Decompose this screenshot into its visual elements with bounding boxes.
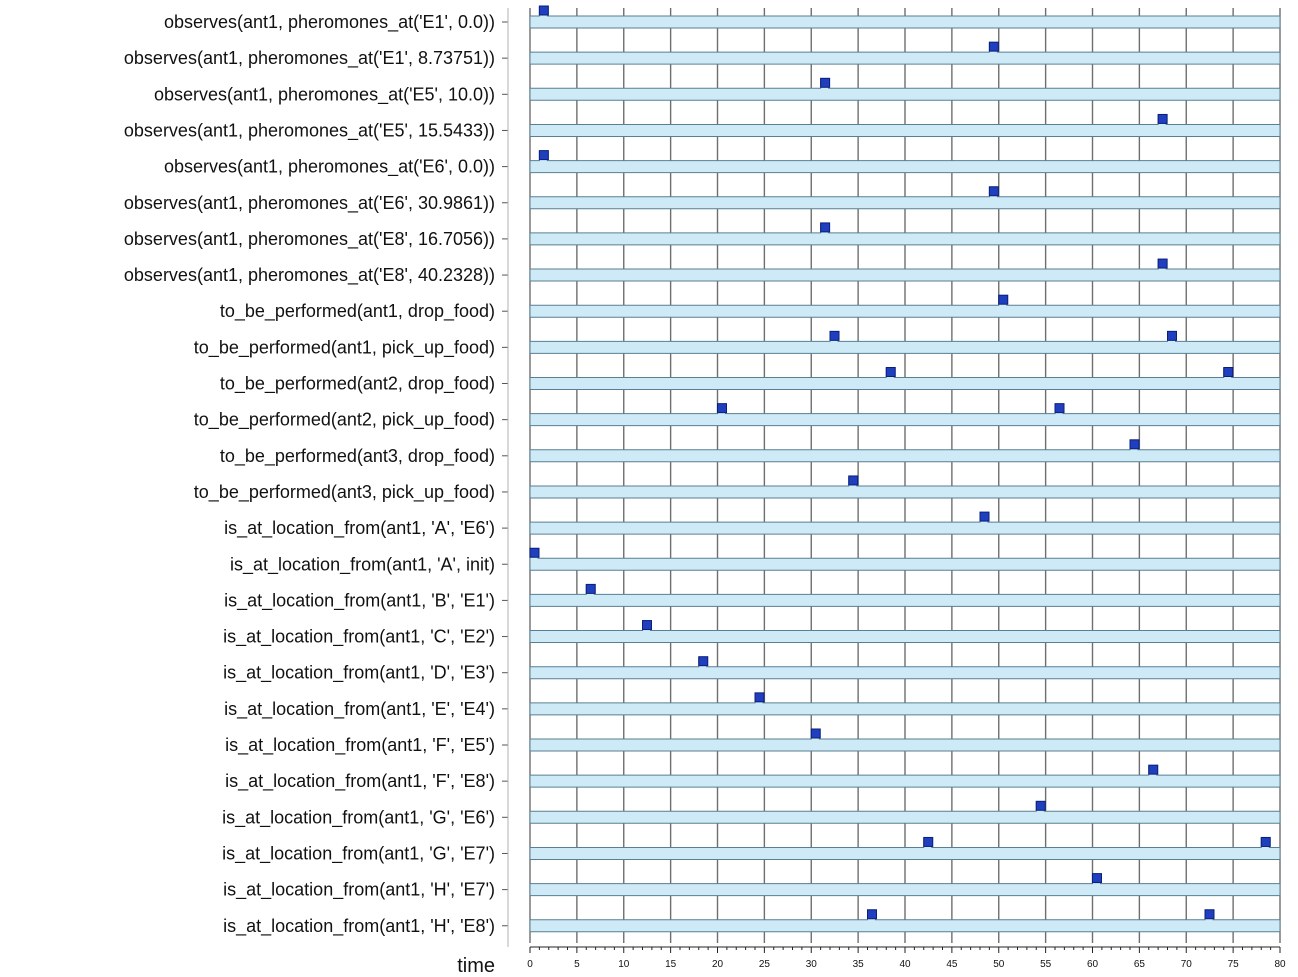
x-tick-label: 60	[1087, 959, 1099, 970]
event-marker	[829, 330, 840, 341]
x-tick-label: 5	[574, 959, 580, 970]
event-marker	[1054, 403, 1065, 414]
row-label: is_at_location_from(ant1, 'F', 'E5')	[225, 735, 495, 756]
x-tick-label: 35	[853, 959, 865, 970]
x-tick-label: 75	[1228, 959, 1240, 970]
row-bar	[529, 331, 1281, 354]
event-marker	[1223, 367, 1234, 377]
x-tick-label: 65	[1134, 959, 1146, 970]
event-marker	[810, 728, 821, 739]
row-label: is_at_location_from(ant1, 'B', 'E1')	[224, 590, 495, 611]
row-label: to_be_performed(ant2, drop_food)	[220, 374, 495, 395]
event-marker	[717, 403, 727, 414]
row-label: is_at_location_from(ant1, 'E', 'E4')	[224, 699, 495, 720]
event-marker	[867, 909, 877, 920]
row-label: to_be_performed(ant2, pick_up_food)	[194, 410, 495, 431]
row-label: is_at_location_from(ant1, 'H', 'E8')	[223, 916, 495, 937]
event-marker	[885, 367, 896, 377]
x-tick-label: 10	[618, 959, 630, 970]
row-label: observes(ant1, pheromones_at('E5', 15.54…	[124, 120, 495, 141]
event-marker	[1260, 836, 1271, 847]
x-axis: 0 5 10 15 20 25 30 35 40 45 50 55 60 65 70 75 80	[507, 8, 1286, 970]
row-label: is_at_location_from(ant1, 'A', 'E6')	[224, 518, 495, 539]
event-marker	[988, 41, 999, 52]
event-marker	[754, 692, 765, 703]
event-marker	[1129, 439, 1140, 450]
row-label: observes(ant1, pheromones_at('E8', 40.23…	[124, 265, 495, 286]
x-tick-label: 15	[665, 959, 677, 970]
row-label: observes(ant1, pheromones_at('E1', 0.0))	[164, 12, 495, 33]
event-marker	[585, 583, 596, 594]
event-marker	[538, 5, 549, 16]
row-labels: observes(ant1, pheromones_at('E1', 0.0))…	[124, 12, 508, 937]
row-label: is_at_location_from(ant1, 'F', 'E8')	[225, 771, 495, 792]
row-label: observes(ant1, pheromones_at('E1', 8.737…	[124, 48, 495, 69]
row-label: is_at_location_from(ant1, 'G', 'E6')	[222, 807, 495, 828]
x-tick-label: 45	[946, 959, 958, 970]
x-tick-label: 80	[1274, 959, 1286, 970]
x-tick-label: 0	[527, 959, 533, 970]
event-marker	[698, 656, 709, 667]
x-tick-label: 55	[1040, 959, 1052, 970]
vertical-gridlines	[529, 8, 1281, 943]
event-markers	[529, 5, 1271, 920]
event-marker	[1157, 113, 1168, 124]
x-tick-label: 25	[759, 959, 771, 970]
x-tick-label: 20	[712, 959, 724, 970]
row-label: observes(ant1, pheromones_at('E5', 10.0)…	[154, 84, 495, 105]
event-marker	[538, 150, 549, 161]
row-label: is_at_location_from(ant1, 'C', 'E2')	[223, 627, 495, 648]
row-label: to_be_performed(ant1, pick_up_food)	[194, 337, 495, 358]
row-bars	[529, 6, 1281, 933]
x-axis-title: time	[457, 955, 495, 977]
x-tick-label: 50	[993, 959, 1005, 970]
event-marker	[923, 836, 934, 847]
event-marker	[642, 620, 652, 631]
event-marker	[1035, 800, 1046, 811]
event-marker	[988, 186, 999, 197]
x-tick-label: 30	[806, 959, 818, 970]
row-label: observes(ant1, pheromones_at('E6', 30.98…	[124, 193, 495, 214]
event-marker	[1167, 330, 1177, 341]
event-marker	[1157, 258, 1168, 269]
event-marker	[820, 77, 831, 88]
row-label: is_at_location_from(ant1, 'D', 'E3')	[223, 663, 495, 684]
row-label: is_at_location_from(ant1, 'H', 'E7')	[223, 880, 495, 901]
row-label: to_be_performed(ant3, pick_up_food)	[194, 482, 495, 503]
event-marker	[848, 475, 859, 486]
event-marker	[979, 511, 990, 522]
row-label: is_at_location_from(ant1, 'A', init)	[230, 554, 495, 575]
row-bar	[529, 910, 1281, 933]
event-marker	[1204, 909, 1215, 920]
row-label: to_be_performed(ant3, drop_food)	[220, 446, 495, 467]
row-label: to_be_performed(ant1, drop_food)	[220, 301, 495, 322]
event-marker	[998, 294, 1009, 305]
event-marker	[820, 222, 831, 233]
event-marker	[1148, 764, 1159, 775]
row-bar	[529, 368, 1281, 390]
x-tick-label: 70	[1181, 959, 1193, 970]
x-tick-label: 40	[899, 959, 911, 970]
row-label: observes(ant1, pheromones_at('E8', 16.70…	[124, 229, 495, 250]
row-label: is_at_location_from(ant1, 'G', 'E7')	[222, 843, 495, 864]
row-label: observes(ant1, pheromones_at('E6', 0.0))	[164, 157, 495, 178]
event-marker	[529, 547, 540, 558]
event-marker	[1092, 873, 1102, 884]
row-bar	[529, 837, 1281, 860]
